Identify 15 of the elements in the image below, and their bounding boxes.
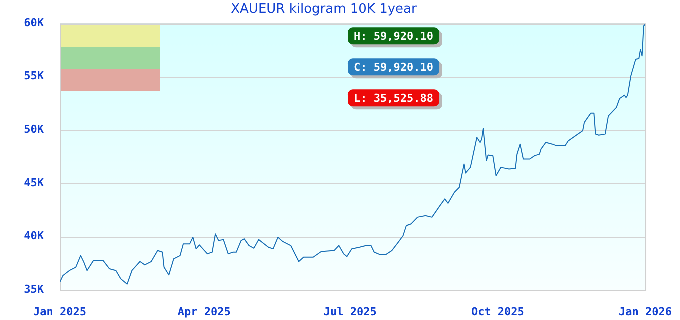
x-tick-label: Jan 2025 <box>34 305 86 318</box>
x-tick-label: Jul 2025 <box>324 305 377 318</box>
y-tick-label: 45K <box>24 176 44 190</box>
y-tick-label: 55K <box>24 70 44 83</box>
annotation: C: 59,920.10 <box>354 60 434 74</box>
x-tick-label: Jan 2026 <box>619 305 672 318</box>
y-tick-label: 40K <box>24 230 44 243</box>
x-tick-label: Apr 2025 <box>178 305 231 318</box>
y-tick-label: 50K <box>24 123 44 136</box>
x-tick-label: Oct 2025 <box>471 305 524 318</box>
annotation: L: 35,525.88 <box>354 92 434 105</box>
chart-title: XAUEUR kilogram 10K 1year <box>231 2 418 18</box>
y-tick-label: 60K <box>24 16 44 30</box>
annotation: H: 59,920.10 <box>354 30 434 43</box>
y-tick-label: 35K <box>24 282 44 296</box>
